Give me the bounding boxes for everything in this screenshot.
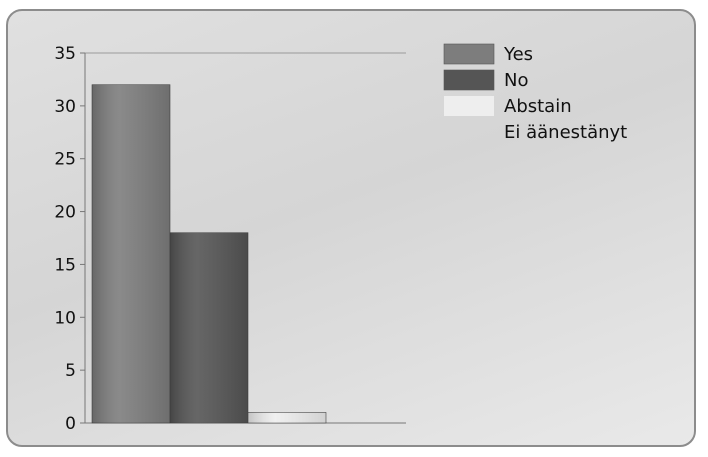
legend: Yes No Abstain Ei äänestänyt — [443, 43, 627, 143]
legend-swatch — [444, 96, 494, 116]
bar-shading — [248, 412, 326, 423]
y-tick-label: 0 — [65, 414, 76, 434]
legend-swatch — [443, 43, 495, 65]
y-tick-label: 25 — [54, 150, 76, 170]
legend-swatch — [443, 69, 495, 91]
y-tick-label: 35 — [54, 44, 76, 64]
legend-label: Abstain — [504, 96, 572, 117]
bars — [91, 84, 327, 424]
legend-label: Ei äänestänyt — [504, 122, 627, 143]
y-tick-label: 15 — [54, 255, 76, 275]
y-tick-label: 10 — [54, 308, 76, 328]
legend-label: Yes — [503, 44, 533, 65]
chart-card: 0 5 10 15 20 25 30 35 Yes No Abstain Ei äänestänyt — [6, 9, 696, 447]
y-tick-label: 30 — [54, 97, 76, 117]
legend-label: No — [504, 70, 528, 91]
y-tick-label: 20 — [54, 203, 76, 223]
y-axis-ticks: 0 5 10 15 20 25 30 35 — [54, 44, 85, 434]
y-tick-label: 5 — [65, 361, 76, 381]
bar-shading — [92, 84, 170, 423]
bar-chart: 0 5 10 15 20 25 30 35 Yes No Abstain Ei äänestänyt — [54, 43, 627, 434]
bar-shading — [170, 232, 248, 423]
